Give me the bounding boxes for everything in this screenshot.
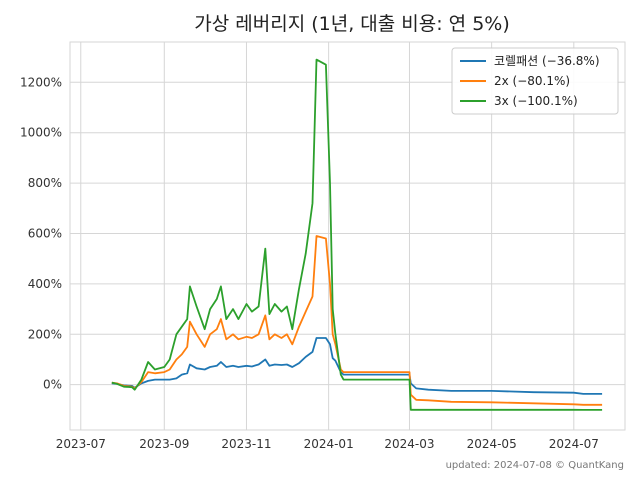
y-tick-label: 600% <box>28 226 62 240</box>
series-lines <box>111 58 603 411</box>
legend-label-2: 2x (−80.1%) <box>494 74 570 88</box>
chart-title: 가상 레버리지 (1년, 대출 비용: 연 5%) <box>194 13 510 35</box>
x-tick-label: 2023-07 <box>56 437 106 451</box>
legend-box <box>451 47 619 115</box>
legend-label-1: 코렐패션 (−36.8%) <box>494 54 600 68</box>
x-tick-label: 2024-07 <box>549 437 599 451</box>
x-tick-label: 2023-09 <box>139 437 189 451</box>
footer-credit: updated: 2024-07-08 © QuantKang <box>446 460 624 471</box>
axes: 0% 200% 400% 600% 800% 1000% 1200% 2023-07 2023-… <box>20 75 599 451</box>
y-tick-label: 0% <box>43 378 62 392</box>
y-tick-label: 200% <box>28 327 62 341</box>
x-tick-label: 2024-03 <box>384 437 434 451</box>
y-tick-label: 1200% <box>20 75 62 89</box>
legend-label-3: 3x (−100.1%) <box>494 94 578 108</box>
legend: 코렐패션 (−36.8%) 2x (−80.1%) 3x (−100.1%) <box>451 47 619 115</box>
plot-frame <box>69 41 626 431</box>
x-tick-label: 2024-05 <box>467 437 517 451</box>
x-tick-label: 2023-11 <box>221 437 271 451</box>
y-tick-label: 800% <box>28 176 62 190</box>
series-line-3 <box>111 58 603 411</box>
x-tick-label: 2024-01 <box>304 437 354 451</box>
y-tick-label: 400% <box>28 277 62 291</box>
y-tick-label: 1000% <box>20 126 62 140</box>
